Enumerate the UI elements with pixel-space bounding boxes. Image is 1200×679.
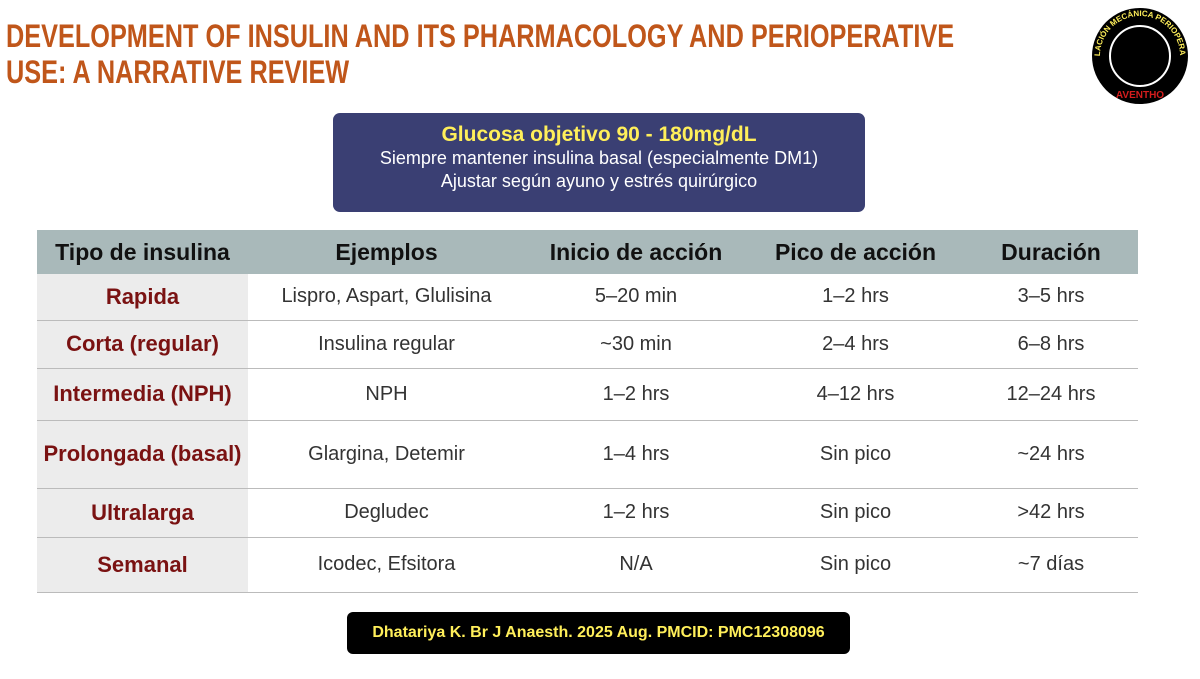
- column-header: Inicio de acción: [525, 230, 747, 274]
- table-cell: 1–2 hrs: [747, 274, 964, 321]
- header-row: Tipo de insulina Ejemplos Inicio de acción…: [37, 230, 1138, 274]
- table-cell: ~7 días: [964, 537, 1138, 593]
- insulin-type: Prolongada (basal): [37, 420, 248, 489]
- table-cell: 1–2 hrs: [525, 368, 747, 421]
- table-row: Semanal Icodec, Efsitora N/A Sin pico ~7 día…: [37, 537, 1138, 593]
- table-row: Ultralarga Degludec 1–2 hrs Sin pico >42 hrs: [37, 488, 1138, 538]
- table-cell: N/A: [525, 537, 747, 593]
- table-cell: Glargina, Detemir: [248, 420, 525, 489]
- summary-highlight: Glucosa objetivo 90 - 180mg/dL: [441, 123, 757, 146]
- summary-line: Siempre mantener insulina basal (especia…: [379, 148, 819, 168]
- summary-box: Glucosa objetivo 90 - 180mg/dL Siempre m…: [333, 113, 865, 212]
- table-cell: Lispro, Aspart, Glulisina: [248, 274, 525, 321]
- table-cell: Insulina regular: [248, 320, 525, 369]
- table-cell: Sin pico: [747, 420, 964, 489]
- insulin-type: Ultralarga: [37, 488, 248, 538]
- table-row: Corta (regular) Insulina regular ~30 min 2–…: [37, 320, 1138, 369]
- insulin-table: Tipo de insulina Ejemplos Inicio de acción…: [37, 230, 1138, 593]
- table-cell: 4–12 hrs: [747, 368, 964, 421]
- title: DEVELOPMENT OF INSULIN AND ITS PHARMACOL…: [6, 18, 1200, 90]
- column-header: Tipo de insulina: [37, 230, 248, 274]
- table-cell: Icodec, Efsitora: [248, 537, 525, 593]
- table-cell: 6–8 hrs: [964, 320, 1138, 369]
- column-header: Duración: [964, 230, 1138, 274]
- title-line: USE: A NARRATIVE REVIEW: [6, 54, 350, 90]
- logo: VENTILACIÓN MECÁNICA PERIOPERATORIA AVEN…: [1086, 6, 1188, 104]
- insulin-type: Intermedia (NPH): [37, 368, 248, 421]
- table-cell: NPH: [248, 368, 525, 421]
- table-cell: Degludec: [248, 488, 525, 538]
- column-header: Ejemplos: [248, 230, 525, 274]
- insulin-type: Rapida: [37, 274, 248, 321]
- table-cell: 5–20 min: [525, 274, 747, 321]
- title-line: DEVELOPMENT OF INSULIN AND ITS PHARMACOL…: [6, 18, 955, 54]
- table-cell: 12–24 hrs: [964, 368, 1138, 421]
- table-row: Rapida Lispro, Aspart, Glulisina 5–20 min 1…: [37, 274, 1138, 321]
- table-cell: 3–5 hrs: [964, 274, 1138, 321]
- citation: Dhatariya K. Br J Anaesth. 2025 Aug. PMC…: [347, 612, 850, 654]
- table-cell: ~24 hrs: [964, 420, 1138, 489]
- table-cell: ~30 min: [525, 320, 747, 369]
- logo-circle: [1092, 8, 1188, 104]
- table-cell: Sin pico: [747, 537, 964, 593]
- table-cell: Sin pico: [747, 488, 964, 538]
- table-row: Intermedia (NPH) NPH 1–2 hrs 4–12 hrs 12–24 …: [37, 368, 1138, 421]
- table-cell: 1–2 hrs: [525, 488, 747, 538]
- table-row: Prolongada (basal) Glargina, Detemir 1–4 h…: [37, 420, 1138, 489]
- table-cell: 1–4 hrs: [525, 420, 747, 489]
- insulin-type: Semanal: [37, 537, 248, 593]
- column-header: Pico de acción: [747, 230, 964, 274]
- summary-line: Ajustar según ayuno y estrés quirúrgico: [440, 171, 758, 191]
- table-cell: >42 hrs: [964, 488, 1138, 538]
- logo-brand: AVENTHO: [1116, 90, 1164, 101]
- logo-inner: [1109, 25, 1171, 87]
- table-cell: 2–4 hrs: [747, 320, 964, 369]
- insulin-type: Corta (regular): [37, 320, 248, 369]
